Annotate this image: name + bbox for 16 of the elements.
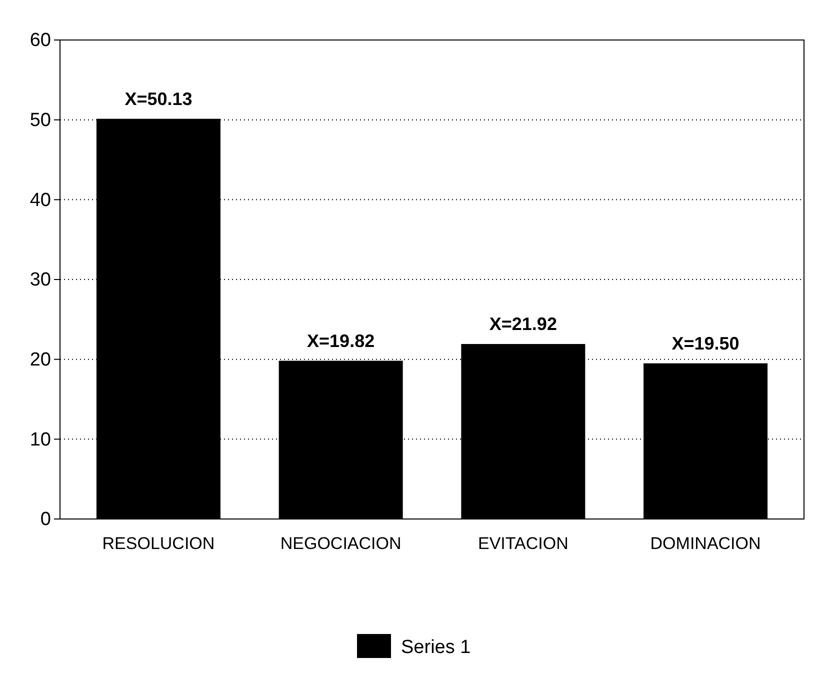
x-tick-label: RESOLUCION xyxy=(102,534,215,554)
data-label: X=19.82 xyxy=(307,330,375,351)
y-tick-label: 50 xyxy=(30,110,51,131)
y-tick-label: 20 xyxy=(30,349,51,370)
x-tick-label: EVITACION xyxy=(478,534,568,554)
y-tick-label: 10 xyxy=(30,429,51,450)
legend-label: Series 1 xyxy=(401,637,471,658)
data-label: X=21.92 xyxy=(489,314,557,334)
x-tick-label: NEGOCIACION xyxy=(280,534,402,554)
data-label: X=50.13 xyxy=(124,88,192,109)
y-tick-label: 30 xyxy=(30,270,51,291)
y-tick-label: 0 xyxy=(40,509,51,530)
x-tick-label: DOMINACION xyxy=(650,534,761,554)
y-tick-label: 40 xyxy=(30,190,51,211)
data-label: X=19.50 xyxy=(672,333,740,354)
y-tick-label: 60 xyxy=(30,30,51,52)
